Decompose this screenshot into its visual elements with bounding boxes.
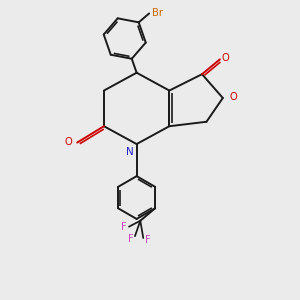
Text: O: O [65,137,73,147]
Text: F: F [128,234,134,244]
Text: Br: Br [152,8,163,18]
Text: O: O [230,92,237,101]
Text: N: N [126,147,134,157]
Text: O: O [221,53,229,63]
Text: F: F [121,222,127,232]
Text: F: F [145,236,150,245]
